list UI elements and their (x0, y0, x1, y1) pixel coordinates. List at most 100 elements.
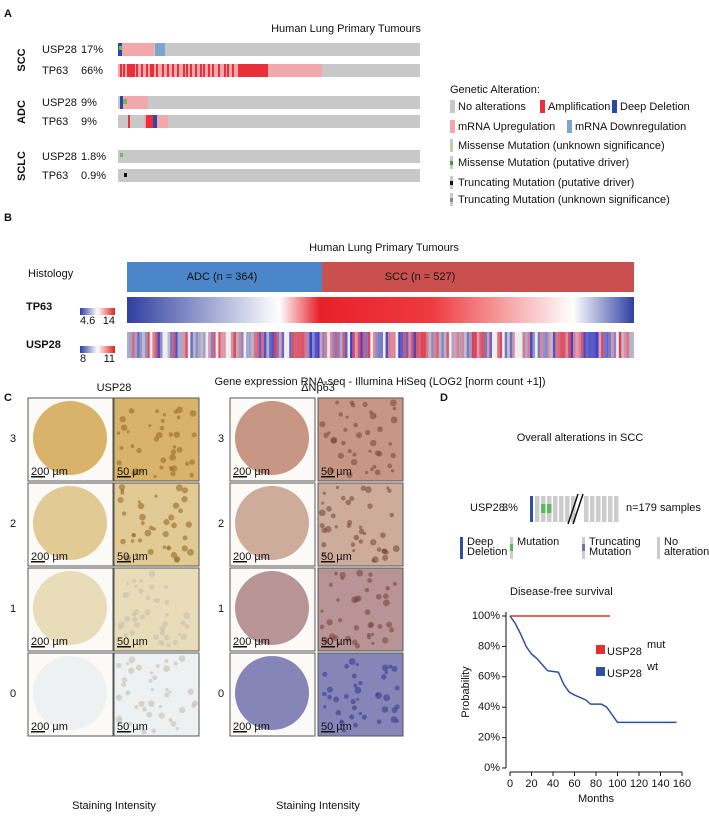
usp28-stripe (461, 332, 465, 358)
cell (155, 409, 160, 414)
legend-swatch (596, 645, 605, 654)
cell (180, 620, 186, 626)
tp63-heatmap (127, 297, 634, 323)
column-title: ΔNp63 (301, 382, 335, 394)
usp28-stripe (519, 332, 523, 358)
usp28-stripe (595, 332, 599, 358)
usp28-stripe (433, 332, 437, 358)
usp28-stripe (167, 332, 171, 358)
shape (203, 64, 205, 77)
cell (130, 539, 135, 543)
legend-item: Amplification (548, 101, 610, 113)
cell (182, 535, 188, 541)
legend-item: Truncating Mutation (putative driver) (458, 177, 634, 189)
usp28-stripe (580, 332, 584, 358)
cell (343, 694, 349, 699)
usp28-stripe (334, 332, 338, 358)
shape (162, 64, 164, 77)
usp28-stripe (291, 332, 295, 358)
cell (351, 403, 356, 408)
x-tick-label: 80 (590, 778, 602, 790)
x-tick-label: 40 (547, 778, 559, 790)
tma-core (235, 571, 309, 645)
cell (327, 694, 332, 700)
legend-item: Missense Mutation (putative driver) (458, 157, 629, 169)
cell (118, 621, 125, 629)
legend-swatch (657, 537, 660, 559)
cell (324, 525, 332, 533)
scale-bar-label: 200 µm (31, 551, 68, 563)
scale-bar-label: 200 µm (31, 466, 68, 478)
cell (125, 662, 130, 666)
cell (318, 509, 326, 517)
cell (170, 551, 178, 559)
cell (183, 612, 191, 619)
axis-label: Staining Intensity (276, 800, 360, 812)
cell (328, 582, 333, 587)
row-label: 0 (218, 688, 224, 700)
legend-swatch (450, 181, 453, 185)
cell (341, 440, 346, 446)
cell (168, 718, 173, 723)
cell (367, 635, 371, 640)
usp28-stripe (172, 332, 176, 358)
cell (139, 513, 146, 521)
usp28-stripe (284, 332, 287, 358)
cell (349, 714, 355, 720)
usp28-stripe (177, 332, 181, 358)
cell (356, 697, 360, 701)
usp28-stripe (524, 332, 528, 358)
usp28-stripe (616, 332, 619, 358)
cell (121, 682, 127, 688)
cell (119, 446, 124, 450)
cell (368, 449, 372, 453)
cell (358, 539, 363, 544)
usp28-stripe (555, 332, 559, 358)
gene-label: TP63 (42, 170, 68, 182)
cell (376, 547, 382, 552)
usp28-stripe (281, 332, 285, 358)
cell (364, 470, 369, 475)
scale-bar-label: 200 µm (233, 466, 270, 478)
cell (382, 599, 390, 607)
tma-core (235, 486, 309, 560)
cell (375, 692, 380, 697)
usp28-stripe (588, 332, 591, 358)
shape (128, 115, 130, 128)
row-label: 0 (10, 688, 16, 700)
y-axis-label: Probability (460, 666, 472, 718)
legend-swatch (567, 120, 572, 133)
usp28-stripe (623, 332, 627, 358)
cell (353, 683, 358, 688)
cell (350, 542, 356, 547)
usp28-stripe (542, 332, 546, 358)
shape (124, 173, 127, 177)
row-label: 1 (218, 603, 224, 615)
cell (332, 635, 339, 642)
usp28-stripe (400, 332, 404, 358)
cell (185, 461, 190, 466)
usp28-stripe (236, 332, 239, 358)
cell (152, 598, 157, 602)
legend-swatch (450, 144, 453, 148)
usp28-stripe (352, 332, 356, 358)
cell (147, 548, 154, 556)
usp28-stripe (507, 332, 510, 358)
shape (123, 64, 125, 77)
cell (124, 554, 132, 562)
cell (153, 634, 159, 640)
usp28-stripe (350, 332, 353, 358)
usp28-stripe (448, 332, 452, 358)
cell (136, 447, 142, 454)
cell (126, 582, 130, 586)
cell (119, 416, 126, 423)
scale-label: 14 (103, 315, 115, 327)
sample (596, 496, 601, 522)
usp28-stripe (299, 332, 302, 358)
cell (365, 486, 372, 493)
cell (352, 549, 356, 553)
cell (159, 625, 166, 632)
cell (326, 506, 332, 512)
percent-label: 3% (502, 502, 518, 514)
scale-bar-label: 200 µm (31, 721, 68, 733)
